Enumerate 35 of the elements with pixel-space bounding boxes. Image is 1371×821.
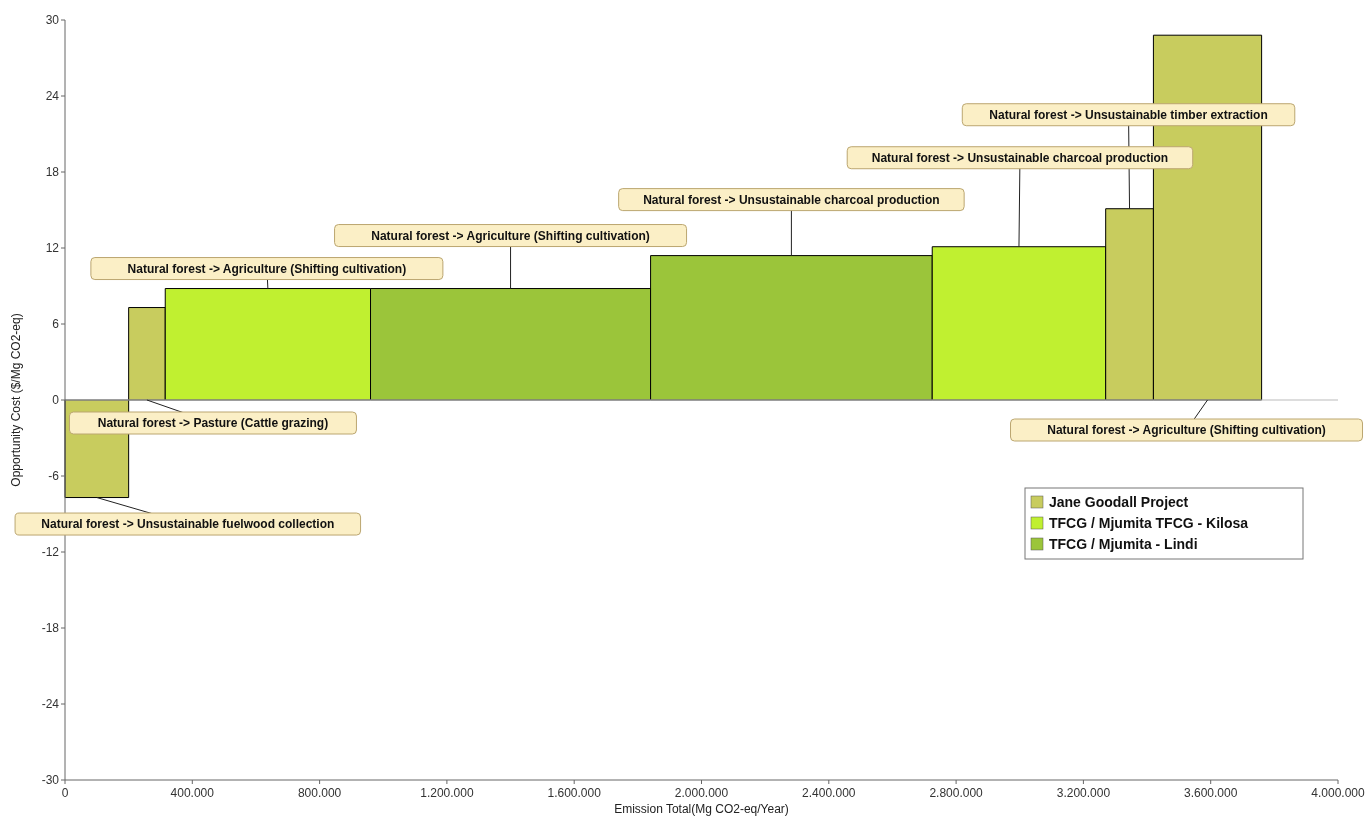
y-tick-label: 12 — [45, 241, 60, 256]
x-tick-label: 1.600.000 — [547, 786, 602, 800]
x-tick-label: 2.400.000 — [802, 786, 856, 800]
x-tick-label: 2.800.000 — [929, 786, 984, 800]
annotation: Natural forest -> Unsustainable charcoal production — [643, 192, 940, 207]
y-tick-label: -12 — [41, 545, 60, 560]
legend-label: TFCG / Mjumita TFCG - Kilosa — [1049, 514, 1249, 531]
y-tick-label: -30 — [41, 773, 60, 788]
x-tick-label: 800.000 — [297, 786, 342, 800]
x-tick-label: 3.600.000 — [1184, 786, 1238, 800]
annotation: Natural forest -> Unsustainable timber extraction — [989, 107, 1268, 122]
x-tick-label: 2.000.000 — [674, 786, 729, 800]
annotation: Natural forest -> Agriculture (Shifting cultivation) — [1047, 423, 1326, 438]
annotation: Natural forest -> Unsustainable charcoal production — [871, 150, 1169, 165]
y-tick-label: 6 — [52, 317, 60, 332]
y-axis-title: Opportunity Cost ($/Mg CO2-eq) — [9, 313, 23, 487]
y-tick-label: -24 — [41, 697, 60, 712]
x-tick-label: 1.200.000 — [420, 786, 474, 800]
legend-label: Jane Goodall Project — [1049, 493, 1189, 510]
x-tick-label: 3.200.000 — [1056, 786, 1111, 800]
y-tick-label: -18 — [41, 621, 60, 636]
x-tick-label: 400.000 — [170, 786, 215, 800]
annotation: Natural forest -> Unsustainable fuelwood collection — [41, 517, 335, 532]
y-tick-label: 18 — [45, 165, 60, 180]
y-tick-label: -6 — [48, 469, 60, 484]
annotation: Natural forest -> Agriculture (Shifting cultivation) — [371, 228, 650, 243]
y-tick-label: 30 — [45, 13, 60, 28]
y-tick-label: 0 — [52, 393, 60, 408]
x-axis-title: Emission Total(Mg CO2-eq/Year) — [614, 802, 789, 816]
x-tick-label: 4.000.000 — [1311, 786, 1366, 800]
legend-label: TFCG / Mjumita - Lindi — [1049, 535, 1198, 552]
annotation: Natural forest -> Pasture (Cattle grazing) — [97, 416, 329, 431]
annotation: Natural forest -> Agriculture (Shifting cultivation) — [127, 261, 407, 276]
x-tick-label: 0 — [61, 786, 69, 800]
y-tick-label: 24 — [45, 89, 60, 104]
